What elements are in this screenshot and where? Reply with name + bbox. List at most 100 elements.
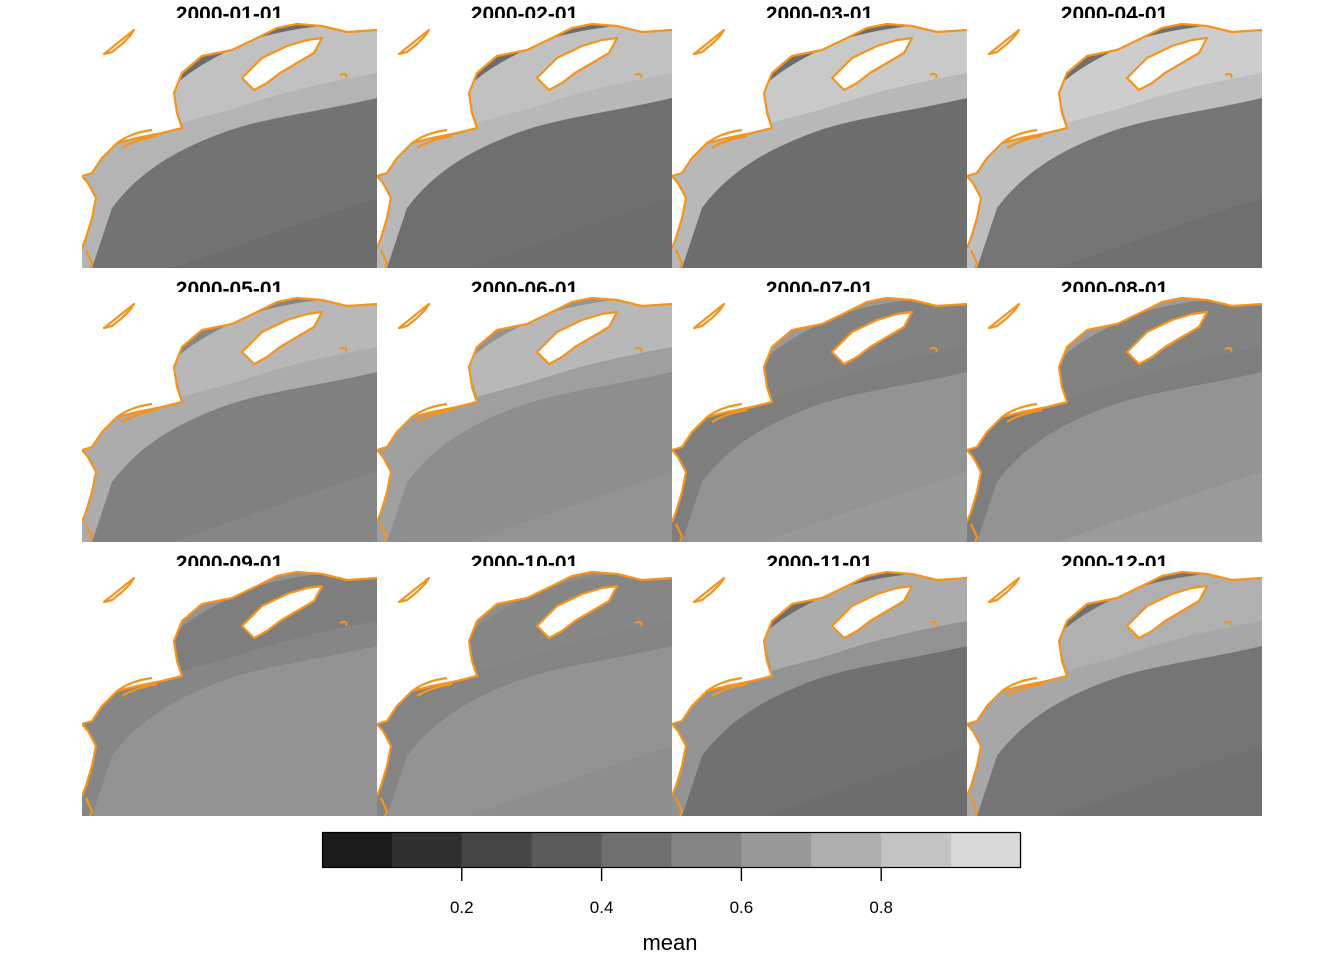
- legend-tick-label: 0.6: [729, 898, 754, 917]
- map-panel: [672, 292, 967, 542]
- land-mass: [377, 18, 672, 176]
- coastline-islet: [929, 72, 938, 79]
- land-mass: [82, 292, 377, 450]
- peninsula-land: [1127, 38, 1207, 90]
- legend-bin: [601, 832, 672, 868]
- coastline-main: [82, 22, 377, 178]
- ocean-shelf-zone: [82, 310, 377, 542]
- coastline-south: [967, 175, 983, 268]
- map-panel: [967, 18, 1262, 268]
- land-mass: [377, 292, 672, 450]
- coastline-islet: [634, 72, 643, 79]
- legend-bar-svg: [321, 831, 1022, 881]
- ocean-deep-zone: [377, 88, 672, 268]
- legend-colorbar: [321, 831, 1022, 881]
- map-panel: [82, 566, 377, 816]
- map-svg: [967, 292, 1262, 542]
- legend-bin: [461, 832, 533, 868]
- coastline-island: [102, 576, 136, 604]
- coastline-main: [672, 22, 967, 178]
- peninsula-land: [832, 586, 912, 638]
- coastline-sound: [411, 402, 453, 423]
- map-svg: [967, 18, 1262, 268]
- ocean-deep-zone: [967, 88, 1262, 268]
- coastline-south: [82, 723, 98, 816]
- coastline-main: [377, 22, 672, 178]
- coastline-island: [397, 302, 431, 330]
- coastline-island: [692, 302, 726, 330]
- ocean-shelf-zone: [82, 36, 377, 268]
- coastline-sound: [411, 676, 453, 697]
- map-svg: [672, 18, 967, 268]
- southern-land: [967, 176, 981, 248]
- legend-tick-label: 0.2: [449, 898, 474, 917]
- coastline-island: [987, 302, 1021, 330]
- southern-land: [672, 450, 686, 522]
- coastline-main: [967, 22, 1262, 178]
- coastline-peninsula: [1125, 584, 1209, 640]
- ocean-shelf-zone: [672, 36, 967, 268]
- map-panel: [967, 566, 1262, 816]
- coastline-islet: [1224, 620, 1233, 627]
- coastline-sound: [1001, 402, 1043, 423]
- map-panel: [672, 18, 967, 268]
- land-mass: [967, 566, 1262, 724]
- coastline-islet: [929, 620, 938, 627]
- map-svg: [377, 566, 672, 816]
- legend-bin: [741, 832, 812, 868]
- legend-bin: [391, 832, 463, 868]
- coastline-islet: [1224, 72, 1233, 79]
- coastline-islet: [634, 346, 643, 353]
- coastline-south: [672, 175, 688, 268]
- map-panel: [377, 292, 672, 542]
- coastline-south: [82, 449, 98, 542]
- coastline-south: [967, 449, 983, 542]
- map-panel: [967, 292, 1262, 542]
- land-mass: [672, 292, 967, 450]
- map-panel: [377, 18, 672, 268]
- southern-land: [82, 450, 96, 522]
- legend-title: mean: [642, 930, 698, 955]
- southern-land: [967, 724, 981, 796]
- ocean-deep-zone: [82, 636, 377, 816]
- coastline-peninsula: [535, 310, 619, 366]
- coastline-sound: [116, 128, 158, 149]
- map-svg: [82, 566, 377, 816]
- map-svg: [377, 18, 672, 268]
- coastline-peninsula: [1125, 36, 1209, 92]
- coastline-island: [692, 28, 726, 56]
- ocean-shelf-zone: [377, 584, 672, 816]
- coastline-sound: [1001, 676, 1043, 697]
- land-mass: [82, 566, 377, 724]
- legend-tick-label: 0.8: [869, 898, 893, 917]
- coastline-south: [82, 175, 98, 268]
- coastline-main: [377, 570, 672, 726]
- legend-bin: [951, 832, 1022, 868]
- coastline-peninsula: [240, 584, 324, 640]
- coastline-main: [377, 296, 672, 452]
- coastline-main: [967, 296, 1262, 452]
- map-svg: [82, 292, 377, 542]
- coastline-main: [82, 570, 377, 726]
- coastline-south: [672, 723, 688, 816]
- coastline-island: [102, 302, 136, 330]
- coastline-island: [397, 576, 431, 604]
- map-svg: [967, 566, 1262, 816]
- peninsula-land: [537, 586, 617, 638]
- coastline-sound: [706, 402, 748, 423]
- peninsula-land: [537, 38, 617, 90]
- legend-bin: [671, 832, 742, 868]
- peninsula-land: [832, 312, 912, 364]
- legend-bin: [881, 832, 952, 868]
- coastline-peninsula: [830, 310, 914, 366]
- coastline-peninsula: [535, 36, 619, 92]
- legend-tick-label: 0.4: [589, 898, 614, 917]
- ocean-shelf-zone: [672, 310, 967, 542]
- peninsula-land: [242, 586, 322, 638]
- coastline-peninsula: [240, 310, 324, 366]
- ocean-deep-zone: [377, 636, 672, 816]
- coastline-main: [967, 570, 1262, 726]
- coastline-islet: [339, 346, 348, 353]
- coastline-islet: [929, 346, 938, 353]
- coastline-islet: [339, 72, 348, 79]
